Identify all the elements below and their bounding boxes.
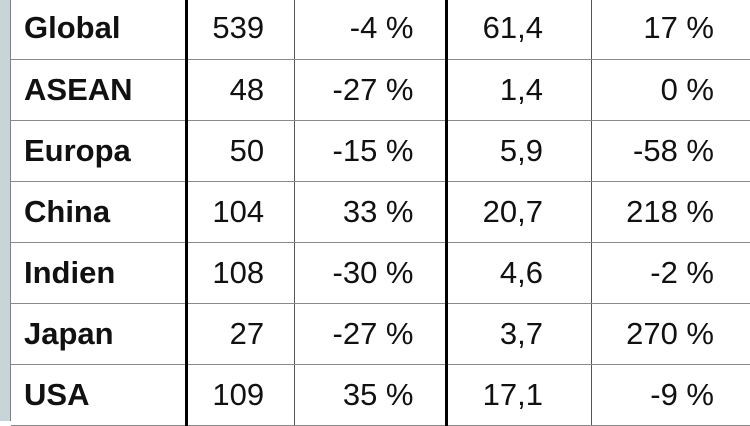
table-row: USA 109 35 % 17,1 -9 %	[11, 364, 750, 426]
change1-cell: -27 %	[294, 303, 448, 365]
region-cell: Japan	[11, 303, 189, 365]
change2-cell: 218 %	[591, 181, 750, 243]
value1-cell: 48	[186, 59, 296, 121]
region-cell: China	[11, 181, 189, 243]
value2-cell: 17,1	[446, 364, 592, 426]
change1-cell: -30 %	[294, 242, 448, 304]
value1-cell: 108	[186, 242, 296, 304]
value1-cell: 539	[186, 0, 296, 60]
value2-cell: 5,9	[446, 120, 592, 182]
region-cell: Global	[11, 0, 189, 60]
change1-cell: 35 %	[294, 364, 448, 426]
change1-cell: 33 %	[294, 181, 448, 243]
table-row: ASEAN 48 -27 % 1,4 0 %	[11, 59, 750, 121]
value2-cell: 4,6	[446, 242, 592, 304]
table-row: China 104 33 % 20,7 218 %	[11, 181, 750, 243]
value2-cell: 1,4	[446, 59, 592, 121]
value2-cell: 20,7	[446, 181, 592, 243]
change2-cell: 270 %	[591, 303, 750, 365]
change2-cell: -2 %	[591, 242, 750, 304]
value2-cell: 3,7	[446, 303, 592, 365]
table-row: Europa 50 -15 % 5,9 -58 %	[11, 120, 750, 182]
table-row: Japan 27 -27 % 3,7 270 %	[11, 303, 750, 365]
region-cell: ASEAN	[11, 59, 189, 121]
table-row: Indien 108 -30 % 4,6 -2 %	[11, 242, 750, 304]
left-margin-strip	[0, 0, 10, 421]
data-table: Global 539 -4 % 61,4 17 % ASEAN 48 -27 % 1,4 0 % E…	[11, 0, 750, 426]
table-row: Global 539 -4 % 61,4 17 %	[11, 0, 750, 60]
change1-cell: -27 %	[294, 59, 448, 121]
table-left-border	[10, 0, 11, 421]
value2-cell: 61,4	[446, 0, 592, 60]
change2-cell: -9 %	[591, 364, 750, 426]
region-cell: USA	[11, 364, 189, 426]
value1-cell: 104	[186, 181, 296, 243]
change2-cell: 17 %	[591, 0, 750, 60]
value1-cell: 27	[186, 303, 296, 365]
change1-cell: -15 %	[294, 120, 448, 182]
value1-cell: 109	[186, 364, 296, 426]
change1-cell: -4 %	[294, 0, 448, 60]
change2-cell: -58 %	[591, 120, 750, 182]
region-cell: Indien	[11, 242, 189, 304]
region-cell: Europa	[11, 120, 189, 182]
change2-cell: 0 %	[591, 59, 750, 121]
value1-cell: 50	[186, 120, 296, 182]
